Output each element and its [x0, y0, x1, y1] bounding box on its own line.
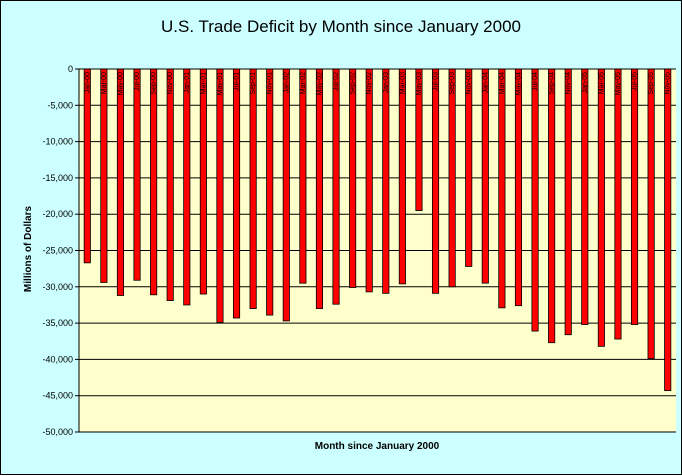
bar [315, 68, 324, 309]
x-tick-label: May-03 [416, 72, 423, 95]
chart-title: U.S. Trade Deficit by Month since Januar… [160, 17, 521, 36]
bar [249, 68, 257, 309]
bar [116, 68, 125, 296]
bar [514, 68, 523, 307]
y-tick-label: -10,000 [42, 137, 73, 147]
bar [150, 68, 158, 296]
bar [664, 68, 672, 392]
x-tick-label: Mar-00 [101, 72, 108, 94]
x-tick-label: May-02 [316, 72, 323, 95]
x-tick-label: Jan-02 [283, 72, 290, 94]
x-tick-label: Jul-02 [333, 72, 340, 91]
x-tick-label: Jul-05 [632, 72, 639, 91]
x-axis-label: Month since January 2000 [314, 441, 440, 452]
x-tick-label: Mar-04 [499, 72, 506, 94]
x-tick-label: Mar-02 [300, 72, 307, 94]
bar [630, 68, 639, 325]
bar [481, 68, 489, 284]
y-tick-label: -45,000 [42, 391, 73, 401]
y-tick-label: -20,000 [42, 209, 73, 219]
x-tick-label: Jan-00 [84, 72, 91, 94]
x-tick-label: May-04 [515, 72, 522, 95]
x-tick-label: Nov-05 [665, 72, 672, 95]
bar [299, 68, 307, 284]
x-tick-label: Nov-00 [167, 72, 174, 95]
x-tick-label: Nov-02 [366, 72, 373, 95]
y-tick-label: 0 [68, 64, 73, 74]
bar [531, 68, 539, 332]
bar [431, 68, 440, 294]
x-tick-label: Jul-04 [532, 72, 539, 91]
x-tick-label: Sep-05 [648, 72, 655, 95]
x-tick-label: Jan-03 [383, 72, 390, 94]
x-tick-label: May-01 [217, 72, 224, 95]
bar [597, 68, 605, 347]
x-tick-label: Sep-02 [350, 72, 357, 95]
bar [465, 68, 473, 267]
x-tick-label: Nov-01 [267, 72, 274, 95]
bar [199, 68, 207, 295]
x-tick-label: Jan-01 [184, 72, 191, 94]
bar [332, 68, 340, 305]
y-tick-label: -15,000 [42, 173, 73, 183]
y-tick-label: -25,000 [42, 246, 73, 256]
bar [614, 68, 622, 340]
bar [564, 68, 572, 336]
bar [100, 68, 108, 283]
bar [183, 68, 191, 306]
bar [365, 68, 373, 293]
bar [216, 68, 224, 323]
y-tick-label: -5,000 [47, 100, 73, 110]
y-tick-label: -40,000 [42, 354, 73, 364]
x-tick-label: May-00 [117, 72, 124, 95]
bar [581, 68, 589, 325]
x-tick-label: Mar-03 [399, 72, 406, 94]
y-tick-label: -50,000 [42, 427, 73, 437]
x-tick-label: Sep-01 [250, 72, 257, 95]
bar [548, 68, 556, 344]
bar [133, 68, 141, 281]
x-tick-label: Sep-00 [151, 72, 158, 95]
x-tick-label: May-05 [615, 72, 622, 95]
bar [448, 68, 456, 288]
y-tick-label: -35,000 [42, 318, 73, 328]
x-tick-label: Jan-05 [582, 72, 589, 94]
bar [266, 68, 274, 316]
x-tick-label: Sep-03 [449, 72, 456, 95]
bar [647, 68, 655, 360]
x-tick-label: Sep-04 [549, 72, 556, 95]
x-tick-label: Mar-05 [598, 72, 605, 94]
bar [398, 68, 406, 285]
x-tick-label: Jul-01 [234, 72, 241, 91]
bar [349, 68, 357, 288]
bar [232, 68, 241, 319]
x-tick-label: Jul-03 [433, 72, 440, 91]
bar [498, 68, 506, 309]
y-tick-label: -30,000 [42, 282, 73, 292]
bar [282, 68, 290, 322]
x-tick-label: Nov-03 [466, 72, 473, 95]
x-tick-label: Jul-00 [134, 72, 141, 91]
bar [83, 68, 91, 264]
x-tick-label: Nov-04 [565, 72, 572, 95]
x-tick-label: Mar-01 [200, 72, 207, 94]
bar [166, 68, 174, 301]
bar [382, 68, 390, 294]
x-tick-label: Jan-04 [482, 72, 489, 94]
